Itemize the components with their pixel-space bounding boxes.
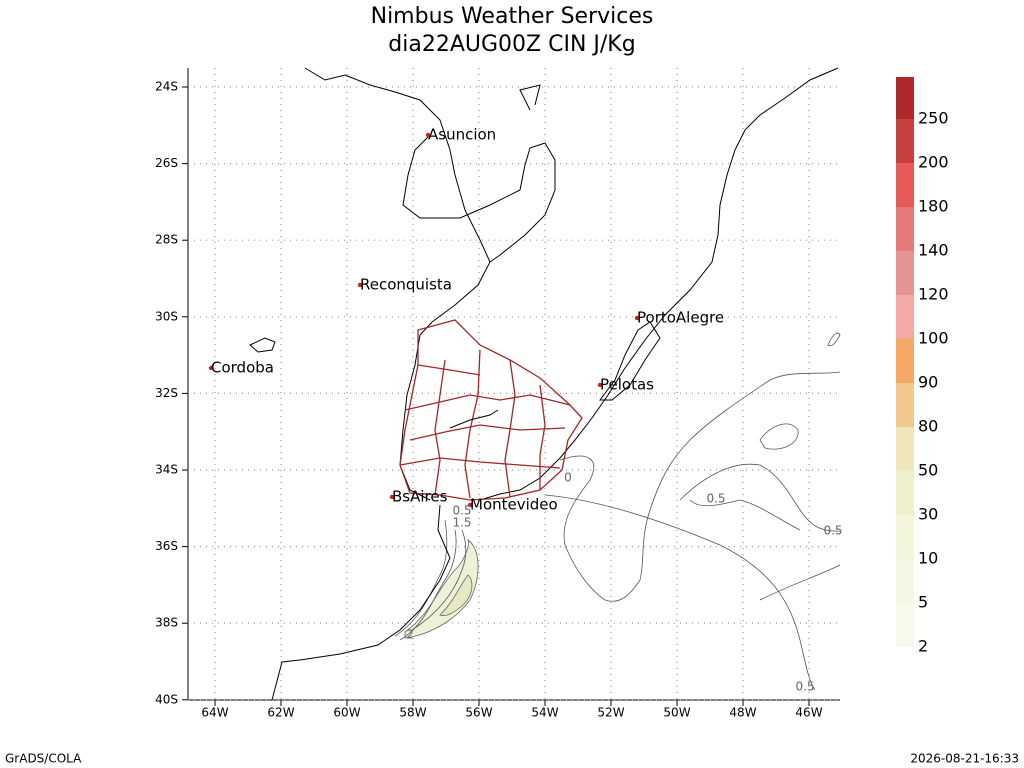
colorbar-label: 50 [918, 461, 938, 480]
colorbar-segment [896, 471, 914, 515]
lat-label: 36S [155, 539, 178, 553]
contour-fill [394, 519, 479, 641]
city-label: PortoAlegre [637, 309, 724, 327]
colorbar-label: 120 [918, 285, 949, 304]
colorbar-segment [896, 295, 914, 339]
lat-label: 40S [155, 692, 178, 706]
contour-label: 0.5 [452, 504, 471, 518]
borders [399, 319, 583, 501]
colorbar-label: 100 [918, 329, 949, 348]
lat-label: 38S [155, 616, 178, 630]
colorbar-segment [896, 163, 914, 207]
lon-label: 62W [267, 706, 294, 720]
title: Nimbus Weather Services [371, 4, 654, 29]
contour-label: 0.5 [795, 680, 814, 694]
colorbar-segment [896, 77, 914, 119]
city-label: Cordoba [211, 359, 274, 377]
colorbar-segment [896, 515, 914, 559]
lat-label: 32S [155, 386, 178, 400]
contour-label: 2 [406, 628, 414, 642]
colorbar-label: 90 [918, 373, 938, 392]
colorbar-label: 10 [918, 549, 938, 568]
lon-label: 56W [465, 706, 492, 720]
lat-label: 34S [155, 463, 178, 477]
colorbar-label: 5 [918, 593, 928, 612]
colorbar: 2 5 10 30 50 80 90 100 120 140 180 200 250 [896, 77, 949, 656]
colorbar-segment [896, 427, 914, 471]
city-marker [357, 282, 363, 288]
city-label: Asuncion [428, 126, 496, 144]
lat-label: 26S [155, 156, 178, 170]
city-label: Montevideo [470, 496, 558, 514]
lat-label: 30S [155, 309, 178, 323]
lon-label: 50W [663, 706, 690, 720]
lon-label: 58W [399, 706, 426, 720]
city-label: Pelotas [600, 376, 654, 394]
contours [544, 332, 841, 691]
footer-left: GrADS/COLA [5, 752, 82, 766]
city-marker [389, 494, 395, 500]
lon-label: 48W [729, 706, 756, 720]
colorbar-label: 200 [918, 153, 949, 172]
colorbar-segment [896, 603, 914, 647]
contour-label: 0.5 [823, 524, 842, 538]
grid [182, 68, 840, 706]
coastline [249, 67, 839, 701]
contour-label: 0.5 [706, 492, 725, 506]
city-marker [597, 382, 603, 388]
colorbar-label: 140 [918, 241, 949, 260]
city-marker [467, 502, 473, 508]
colorbar-label: 180 [918, 197, 949, 216]
lon-label: 54W [531, 706, 558, 720]
lon-label: 52W [597, 706, 624, 720]
colorbar-label: 80 [918, 417, 938, 436]
colorbar-segment [896, 207, 914, 251]
contour-label: 1.5 [452, 516, 471, 530]
lat-label: 24S [155, 80, 178, 94]
colorbar-label: 2 [918, 637, 928, 656]
lat-label: 28S [155, 233, 178, 247]
city-label: BsAires [392, 488, 448, 506]
colorbar-label: 30 [918, 505, 938, 524]
footer-right: 2026-08-21-16:33 [910, 752, 1019, 766]
colorbar-segment [896, 119, 914, 163]
colorbar-segment [896, 559, 914, 603]
lon-label: 60W [333, 706, 360, 720]
city-marker [425, 132, 431, 138]
colorbar-segment [896, 339, 914, 383]
lon-label: 46W [795, 706, 822, 720]
colorbar-segment [896, 383, 914, 427]
city-label: Reconquista [360, 276, 452, 294]
colorbar-label: 250 [918, 109, 949, 128]
labels: 24S 26S 28S 30S 32S 34S 36S 38S 40S 64W 62W 60W 58W 5… [155, 80, 842, 720]
city-marker [208, 365, 214, 371]
contour-label: 0 [564, 471, 572, 485]
city-marker [634, 315, 640, 321]
lon-label: 64W [201, 706, 228, 720]
colorbar-segment [896, 251, 914, 295]
subtitle: dia22AUG00Z CIN J/Kg [388, 32, 635, 57]
